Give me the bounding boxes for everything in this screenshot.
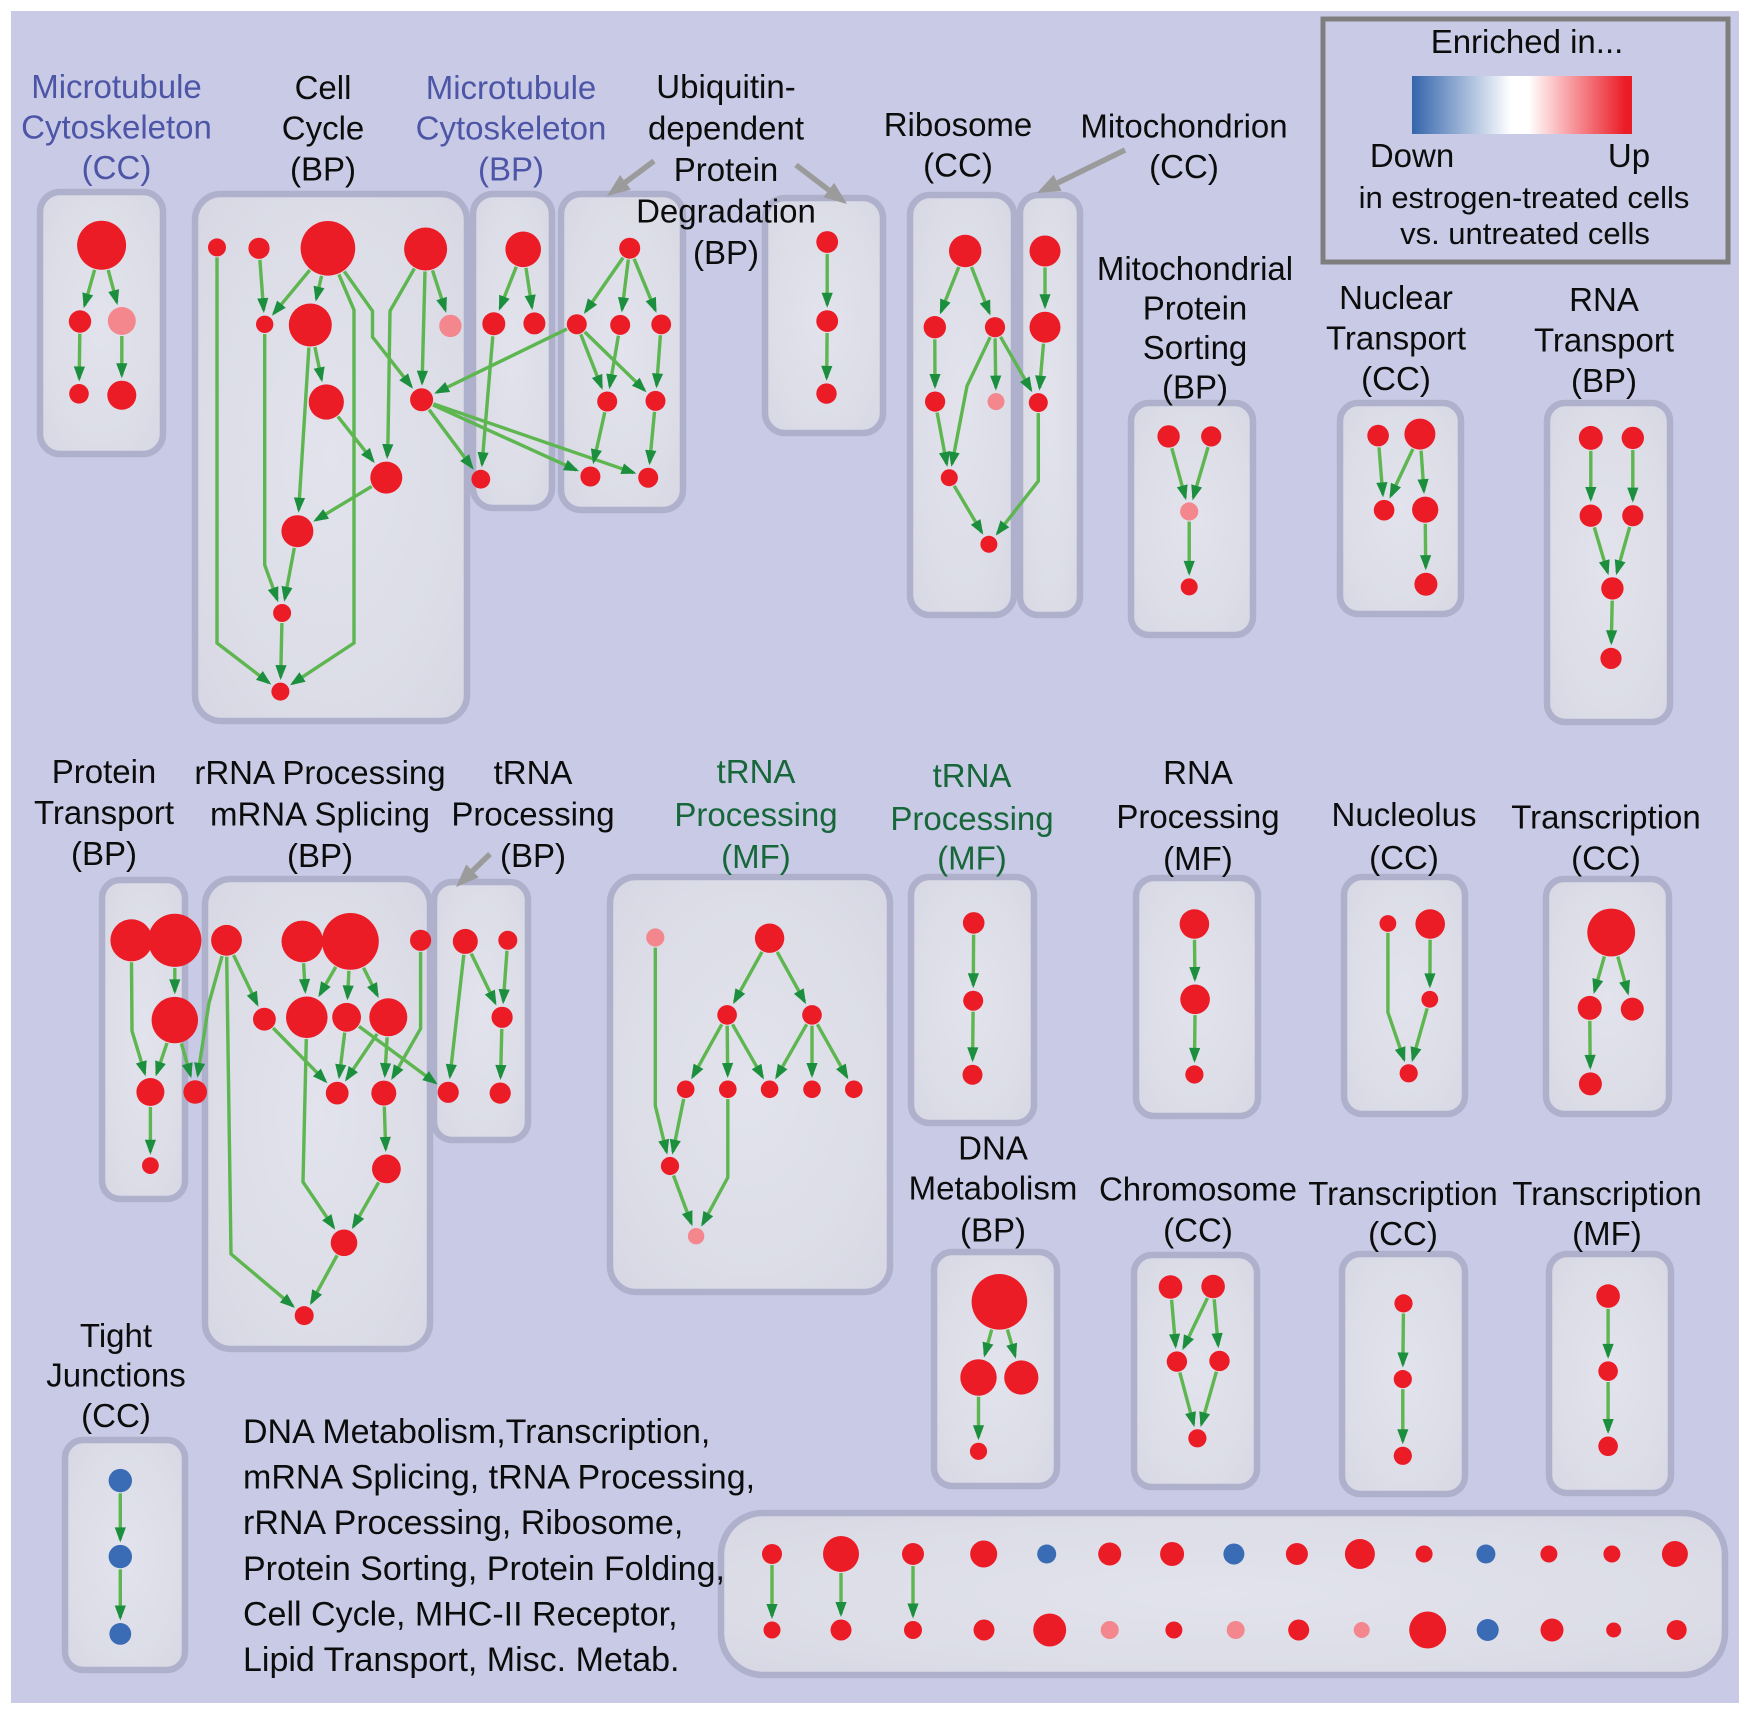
svg-text:Enriched in...: Enriched in... xyxy=(1431,23,1624,60)
svg-text:dependent: dependent xyxy=(648,110,804,147)
svg-text:Lipid Transport, Misc. Metab.: Lipid Transport, Misc. Metab. xyxy=(243,1641,680,1679)
svg-text:tRNA: tRNA xyxy=(933,757,1012,794)
svg-text:(BP): (BP) xyxy=(287,837,353,874)
svg-text:Microtubule: Microtubule xyxy=(426,69,597,106)
svg-text:Transport: Transport xyxy=(1326,320,1466,357)
svg-text:Sorting: Sorting xyxy=(1143,329,1248,366)
svg-text:Transcription: Transcription xyxy=(1512,1175,1702,1212)
svg-text:Protein: Protein xyxy=(52,753,157,790)
svg-text:DNA Metabolism,Transcription,: DNA Metabolism,Transcription, xyxy=(243,1413,710,1451)
svg-text:Protein: Protein xyxy=(674,151,779,188)
svg-text:vs. untreated cells: vs. untreated cells xyxy=(1400,216,1650,251)
svg-text:Processing: Processing xyxy=(1116,798,1279,835)
svg-text:Metabolism: Metabolism xyxy=(909,1170,1078,1207)
svg-text:(CC): (CC) xyxy=(1571,840,1641,877)
svg-text:(BP): (BP) xyxy=(1162,369,1228,406)
svg-text:(CC): (CC) xyxy=(923,147,993,184)
svg-text:Cytoskeleton: Cytoskeleton xyxy=(21,109,212,146)
svg-text:Transport: Transport xyxy=(34,794,174,831)
svg-text:Processing: Processing xyxy=(451,796,614,833)
svg-text:(BP): (BP) xyxy=(290,151,356,188)
svg-text:Cell Cycle, MHC-II Receptor,: Cell Cycle, MHC-II Receptor, xyxy=(243,1595,678,1633)
svg-text:Mitochondrion: Mitochondrion xyxy=(1080,108,1287,145)
svg-text:(CC): (CC) xyxy=(1369,839,1439,876)
svg-text:mRNA Splicing, tRNA Processing: mRNA Splicing, tRNA Processing, xyxy=(243,1459,755,1497)
svg-text:(BP): (BP) xyxy=(478,151,544,188)
svg-text:(BP): (BP) xyxy=(693,234,759,271)
svg-text:Ubiquitin-: Ubiquitin- xyxy=(656,68,795,105)
svg-text:DNA: DNA xyxy=(958,1130,1028,1167)
svg-text:Ribosome: Ribosome xyxy=(884,106,1033,143)
svg-text:Cycle: Cycle xyxy=(282,110,365,147)
svg-text:(BP): (BP) xyxy=(500,837,566,874)
svg-text:rRNA Processing, Ribosome,: rRNA Processing, Ribosome, xyxy=(243,1504,683,1542)
svg-text:RNA: RNA xyxy=(1163,754,1233,791)
svg-text:RNA: RNA xyxy=(1569,281,1639,318)
svg-text:(BP): (BP) xyxy=(1571,362,1637,399)
svg-text:(MF): (MF) xyxy=(1163,840,1233,877)
svg-text:Mitochondrial: Mitochondrial xyxy=(1097,250,1293,287)
svg-text:Transcription: Transcription xyxy=(1511,799,1701,836)
svg-text:Microtubule: Microtubule xyxy=(31,68,202,105)
svg-text:in estrogen-treated cells: in estrogen-treated cells xyxy=(1359,180,1690,215)
svg-text:(CC): (CC) xyxy=(1361,360,1431,397)
svg-text:tRNA: tRNA xyxy=(717,753,796,790)
svg-text:Transport: Transport xyxy=(1534,322,1674,359)
svg-text:(CC): (CC) xyxy=(82,149,152,186)
svg-text:Processing: Processing xyxy=(890,800,1053,837)
svg-text:Down: Down xyxy=(1370,137,1454,174)
svg-text:Nuclear: Nuclear xyxy=(1339,279,1453,316)
svg-text:Processing: Processing xyxy=(674,796,837,833)
svg-text:Protein: Protein xyxy=(1143,290,1248,327)
svg-text:Nucleolus: Nucleolus xyxy=(1332,796,1477,833)
svg-text:rRNA Processing: rRNA Processing xyxy=(194,754,445,791)
svg-text:(MF): (MF) xyxy=(1572,1215,1642,1252)
svg-text:Cell: Cell xyxy=(295,69,352,106)
svg-text:Protein Sorting, Protein Foldi: Protein Sorting, Protein Folding, xyxy=(243,1550,725,1588)
svg-text:Junctions: Junctions xyxy=(46,1357,185,1394)
svg-text:(CC): (CC) xyxy=(1163,1212,1233,1249)
svg-text:(CC): (CC) xyxy=(1368,1215,1438,1252)
svg-text:Up: Up xyxy=(1608,137,1650,174)
svg-text:Tight: Tight xyxy=(80,1317,152,1354)
svg-text:Degradation: Degradation xyxy=(636,193,816,230)
svg-text:(CC): (CC) xyxy=(81,1397,151,1434)
svg-text:(MF): (MF) xyxy=(937,840,1007,877)
svg-text:tRNA: tRNA xyxy=(494,754,573,791)
svg-text:(CC): (CC) xyxy=(1149,148,1219,185)
svg-text:mRNA Splicing: mRNA Splicing xyxy=(210,796,430,833)
svg-text:(BP): (BP) xyxy=(71,835,137,872)
svg-text:Cytoskeleton: Cytoskeleton xyxy=(416,110,607,147)
svg-text:Chromosome: Chromosome xyxy=(1099,1171,1297,1208)
svg-text:(MF): (MF) xyxy=(721,838,791,875)
svg-text:(BP): (BP) xyxy=(960,1212,1026,1249)
svg-text:Transcription: Transcription xyxy=(1308,1175,1498,1212)
